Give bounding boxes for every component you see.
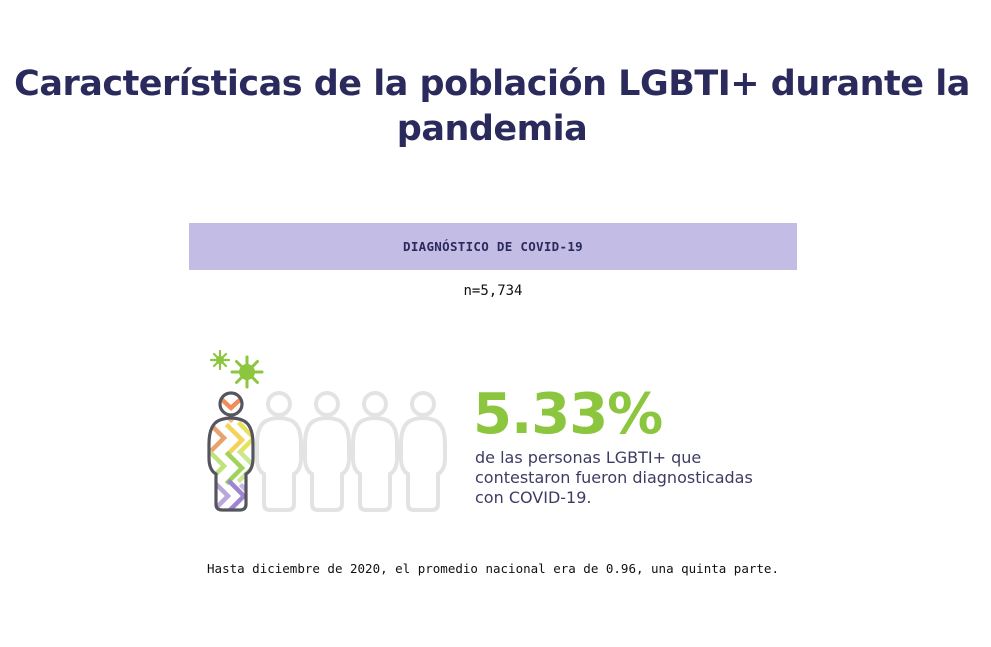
person-outline-icon [351,391,399,512]
section-banner-label: DIAGNÓSTICO DE COVID-19 [403,239,583,254]
stat-percentage: 5.33% [473,382,663,447]
rainbow-person-icon [207,391,255,512]
sample-size: n=5,734 [463,283,523,299]
person-outline-icon [399,391,447,512]
section-banner: DIAGNÓSTICO DE COVID-19 [189,223,797,270]
stat-description: de las personas LGBTI+ que contestaron f… [475,448,753,507]
person-outline-icon [255,391,303,512]
footnote: Hasta diciembre de 2020, el promedio nac… [207,561,779,576]
people-figures [207,349,447,512]
virus-icon [209,349,264,389]
person-outline-icon [303,391,351,512]
page-title: Características de la población LGBTI+ d… [14,64,970,149]
